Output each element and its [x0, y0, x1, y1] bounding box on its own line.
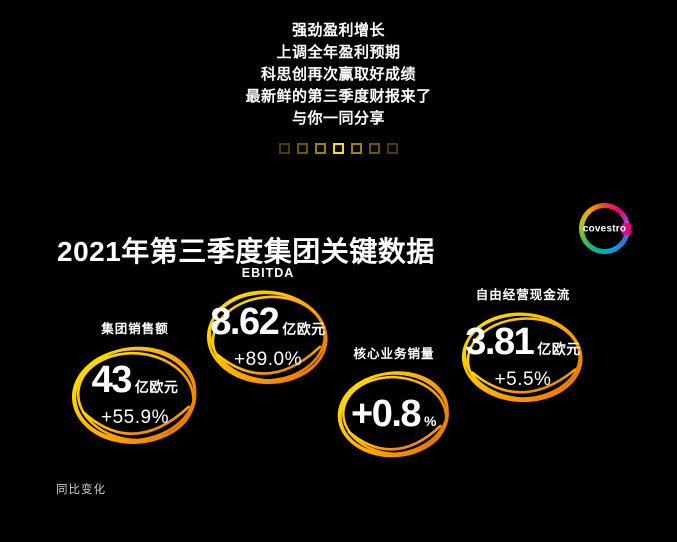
indicator-square-7 — [387, 143, 398, 154]
logo-inner-disc: covestro — [582, 208, 631, 249]
intro-line-1: 强劲盈利增长 — [291, 22, 385, 39]
indicator-square-2 — [297, 143, 308, 154]
logo-wordmark: covestro — [582, 223, 627, 234]
metric-label: 集团销售额 — [101, 322, 169, 336]
intro-line-5: 与你一同分享 — [291, 110, 385, 127]
metric-value: 8.62 — [210, 301, 279, 343]
metric-value: +0.8 — [351, 393, 422, 435]
intro-line-2: 上调全年盈利预期 — [276, 44, 401, 61]
metric-label: 自由经营现金流 — [475, 288, 571, 302]
covestro-logo: covestro — [579, 203, 631, 254]
intro-line-4: 最新鲜的第三季度财报来了 — [245, 88, 432, 105]
intro-text-block: 强劲盈利增长 上调全年盈利预期 科思创再次赢取好成绩 最新鲜的第三季度财报来了 … — [0, 20, 677, 130]
indicator-square-5 — [351, 143, 362, 154]
indicator-square-6 — [369, 143, 380, 154]
scribble-ring — [337, 371, 449, 458]
scribble-ring — [461, 312, 583, 403]
metric-card-ebitda: EBITDA 8.62 — [205, 266, 331, 386]
indicator-square-1 — [279, 143, 290, 154]
metric-change: +5.5% — [494, 369, 552, 390]
indicator-square-4-active — [333, 143, 344, 154]
scribble-ring — [71, 346, 197, 444]
metric-card-free-cash-flow: 自由经营现金流 3.81 — [460, 288, 586, 404]
scribble-ring — [206, 290, 328, 385]
footnote: 同比变化 — [56, 484, 106, 496]
metric-card-group-sales: 集团销售额 43 — [70, 322, 200, 446]
indicator-square-3 — [315, 143, 326, 154]
metric-unit: 亿欧元 — [537, 341, 581, 357]
metric-change: +55.9% — [101, 407, 169, 428]
carousel-indicators — [0, 143, 677, 154]
metric-label: EBITDA — [241, 266, 295, 280]
metric-value: 43 — [91, 359, 133, 401]
intro-line-3: 科思创再次赢取好成绩 — [260, 66, 416, 83]
metric-label: 核心业务销量 — [353, 347, 435, 361]
logo-magenta-tab — [622, 223, 631, 234]
metric-change: +89.0% — [234, 349, 302, 370]
metric-unit: 亿欧元 — [134, 379, 179, 395]
metric-card-core-volumes: 核心业务销量 +0.8 — [336, 347, 452, 459]
metric-unit: 亿欧元 — [282, 321, 326, 337]
metric-value: 3.81 — [465, 321, 534, 363]
page-title: 2021年第三季度集团关键数据 — [57, 235, 435, 267]
metric-unit: % — [424, 413, 437, 429]
